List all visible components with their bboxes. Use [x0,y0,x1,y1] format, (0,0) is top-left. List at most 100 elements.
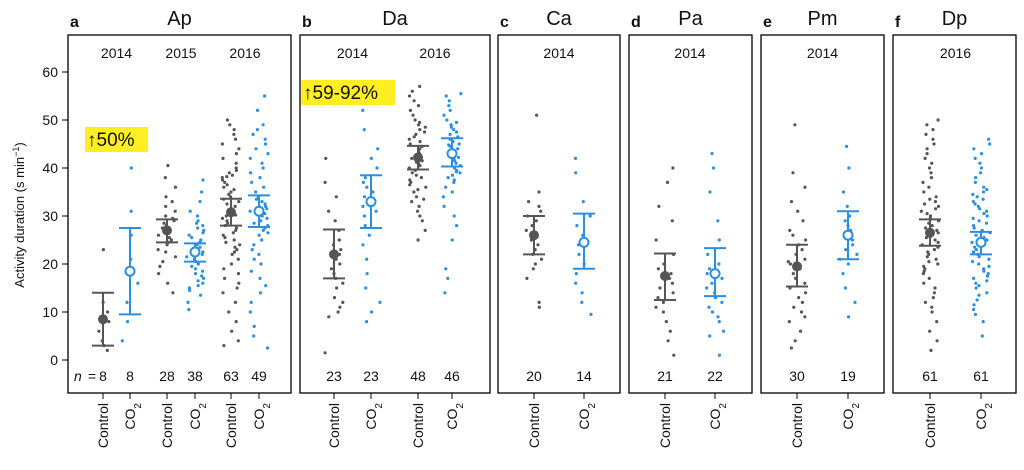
data-point [195,214,200,218]
data-point [323,351,327,355]
data-point [420,219,424,223]
data-point [976,204,980,208]
data-point [337,238,341,242]
data-point [201,281,205,285]
highlight-box [85,127,148,152]
data-point [364,286,368,290]
data-point [974,176,978,180]
data-point [232,238,236,242]
x-label-control: Control [159,403,175,448]
data-point [705,286,709,290]
panel-letter: a [70,14,79,31]
data-point [930,224,934,228]
data-point [369,156,373,160]
data-point [234,226,238,230]
data-point [232,250,237,254]
data-point [987,257,991,261]
data-point [201,231,205,235]
data-point [418,140,422,144]
co2-series [704,152,726,357]
data-point [408,183,412,187]
data-point [932,291,937,295]
data-point [265,216,269,220]
data-point [418,128,422,132]
data-point [196,284,200,288]
data-point [186,300,190,304]
data-point [447,104,451,108]
panel-letter: c [500,14,509,31]
x-label-co2: CO2 [576,403,598,430]
data-point [365,320,369,324]
data-point [363,176,367,180]
data-point [705,272,709,276]
data-point [125,300,129,304]
data-point [932,248,937,252]
data-point [414,173,418,177]
mean-marker [98,314,108,325]
data-point [407,94,412,98]
data-point [971,224,976,228]
sample-size: 14 [576,368,592,384]
data-point [580,291,584,295]
data-point [971,200,976,204]
data-point [981,320,985,324]
data-point [456,155,461,159]
data-point [974,233,978,237]
data-point [190,236,194,240]
data-point [449,123,453,127]
data-point [236,257,240,261]
data-point [225,202,229,206]
n-equals: = [88,368,96,384]
data-point [707,305,711,309]
co2-series [184,178,206,312]
data-point [710,310,715,314]
panel-letter: e [763,14,772,31]
data-point [252,334,256,338]
data-point [129,209,133,213]
data-point [409,180,413,184]
data-point [361,204,365,208]
data-point [261,123,265,127]
data-point [361,243,365,247]
data-point [232,188,236,192]
data-point [527,200,531,204]
year-label: 2014 [674,45,705,61]
x-label-co2: CO2 [363,403,385,430]
data-point [223,236,227,240]
data-point [721,329,726,333]
data-point [972,276,976,280]
data-point [375,166,379,170]
data-point [416,104,421,108]
data-point [970,240,974,244]
data-point [922,264,926,268]
data-point [185,255,189,259]
data-point [173,185,178,189]
panels: a Apn =20148Control8CO2201528Control38CO22… [67,8,1017,448]
data-point [936,262,940,266]
mean-marker [792,261,802,272]
sample-size: 19 [840,368,856,384]
data-point [654,305,658,309]
data-point [408,142,412,146]
control-series [92,248,114,352]
data-point [656,267,661,271]
data-point [258,176,262,180]
data-point [193,267,198,271]
data-point [787,320,791,324]
data-point [708,190,712,194]
data-point [101,248,105,252]
mean-marker [578,236,590,248]
year-label: 2016 [419,45,450,61]
mean-marker [529,230,539,241]
data-point [934,207,938,211]
data-point [156,248,160,252]
panel-frame [299,34,491,394]
data-point [845,204,849,208]
control-series [523,113,545,309]
panel-da: b Da 2014 23 Control 23 CO2 2016 48 Control 46 CO2 ↑… [299,8,491,448]
data-point [227,192,231,196]
data-point [656,296,660,300]
data-point [442,113,446,117]
mean-marker [446,148,458,160]
panel-frame [497,34,621,394]
